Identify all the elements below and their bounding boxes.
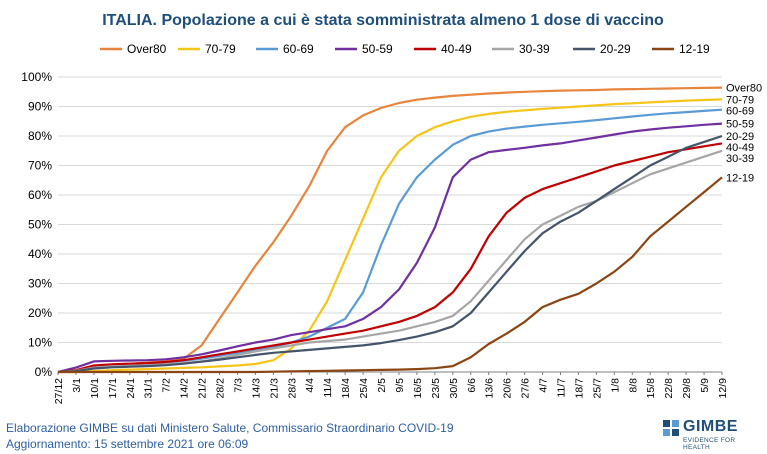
x-tick-label: 29/8: [681, 378, 693, 399]
series-end-label: 70-79: [726, 94, 754, 106]
series-line-12-19: [58, 176, 723, 374]
series-line-50-59: [57, 122, 723, 374]
x-tick-label: 16/5: [412, 378, 424, 399]
x-tick-label: 23/5: [430, 378, 442, 399]
x-tick-label: 5/9: [699, 378, 711, 393]
x-tick-label: 18/7: [573, 378, 585, 399]
x-tick-label: 4/7: [538, 378, 550, 393]
y-tick-label: 80%: [28, 129, 52, 143]
x-tick-label: 7/2: [161, 378, 173, 393]
legend-label: 60-69: [283, 42, 314, 56]
series-end-label: 40-49: [726, 142, 754, 154]
y-tick-label: 60%: [28, 188, 52, 202]
x-tick-label: 28/2: [215, 378, 227, 399]
x-tick-label: 3/1: [71, 378, 83, 393]
series-end-label: 20-29: [726, 131, 754, 143]
series-end-label: 50-59: [726, 119, 754, 131]
series-end-label: 60-69: [726, 105, 754, 117]
y-tick-label: 20%: [28, 306, 52, 320]
x-tick-label: 4/4: [304, 378, 316, 393]
series-line-40-49: [57, 142, 723, 374]
y-tick-label: 10%: [28, 336, 52, 350]
x-tick-label: 2/5: [376, 378, 388, 393]
x-tick-label: 21/3: [268, 378, 280, 399]
series-line-70-79: [58, 98, 723, 374]
x-tick-label: 17/1: [107, 378, 119, 399]
y-axis: 0% 10% 20% 30% 40% 50% 60% 70% 80% 90% 100%: [21, 70, 52, 379]
x-tick-label: 18/4: [340, 378, 352, 399]
x-tick-label: 31/1: [143, 378, 155, 399]
legend-label: 30-39: [519, 42, 550, 56]
x-tick-label: 11/4: [322, 378, 334, 398]
series-end-label: Over80: [726, 83, 762, 95]
logo-brand: GIMBE: [683, 418, 738, 435]
legend-label: 12-19: [679, 42, 710, 56]
series-end-label: 30-39: [726, 153, 754, 165]
x-tick-label: 9/5: [394, 378, 406, 393]
series-line-over80: [57, 86, 723, 374]
x-tick-label: 25/7: [591, 378, 603, 399]
y-tick-label: 90%: [28, 100, 52, 114]
x-tick-label: 14/3: [250, 378, 262, 399]
x-tick-label: 8/8: [627, 378, 639, 393]
series-lines: [57, 86, 723, 374]
logo-tagline: EVIDENCE FOR HEALTH: [683, 437, 736, 451]
legend: Over80 70-79 60-69 50-59 40-49 30-39 20-29 12-1…: [100, 42, 710, 56]
legend-label: 70-79: [205, 42, 236, 56]
x-tick-label: 21/2: [197, 378, 209, 399]
y-tick-label: 40%: [28, 247, 52, 261]
legend-label: 40-49: [441, 42, 472, 56]
gimbe-logo: GIMBE EVIDENCE FOR HEALTH: [661, 418, 757, 451]
x-tick-label: 10/1: [89, 378, 101, 399]
x-axis: 27/12 3/1 10/1 17/1 24/1 31/1 7/2 14/2 21/2 28/2 7…: [53, 372, 729, 404]
line-chart: ITALIA. Popolazione a cui è stata sommin…: [21, 12, 762, 404]
x-tick-label: 15/8: [645, 378, 657, 399]
y-tick-label: 50%: [28, 218, 52, 232]
update-note: Aggiornamento: 15 settembre 2021 ore 06:…: [6, 437, 249, 451]
x-tick-label: 7/3: [232, 378, 244, 393]
x-tick-label: 27/12: [53, 378, 65, 404]
x-tick-label: 25/4: [358, 378, 370, 399]
x-tick-label: 24/1: [125, 378, 137, 399]
y-tick-label: 100%: [21, 70, 52, 84]
y-tick-label: 0%: [35, 365, 53, 379]
y-tick-label: 70%: [28, 159, 52, 173]
legend-label: 50-59: [362, 42, 393, 56]
series-line-20-29: [57, 134, 723, 374]
legend-label: Over80: [127, 42, 167, 56]
y-tick-label: 30%: [28, 277, 52, 291]
legend-label: 20-29: [600, 42, 631, 56]
source-note: Elaborazione GIMBE su dati Ministero Sal…: [6, 421, 454, 435]
x-tick-label: 13/6: [484, 378, 496, 399]
x-tick-label: 20/6: [502, 378, 514, 399]
x-tick-label: 14/2: [179, 378, 191, 399]
x-tick-label: 27/6: [520, 378, 532, 399]
x-tick-label: 30/5: [448, 378, 460, 399]
x-tick-label: 22/8: [663, 378, 675, 399]
x-tick-label: 12/9: [717, 378, 729, 399]
x-tick-label: 6/6: [466, 378, 478, 393]
chart-title: ITALIA. Popolazione a cui è stata sommin…: [102, 12, 664, 29]
x-tick-label: 1/8: [609, 378, 621, 393]
series-end-label: 12-19: [726, 172, 754, 184]
x-tick-label: 28/3: [286, 378, 298, 399]
logo-mark-icon: [663, 420, 679, 436]
x-tick-label: 11/7: [555, 378, 567, 398]
